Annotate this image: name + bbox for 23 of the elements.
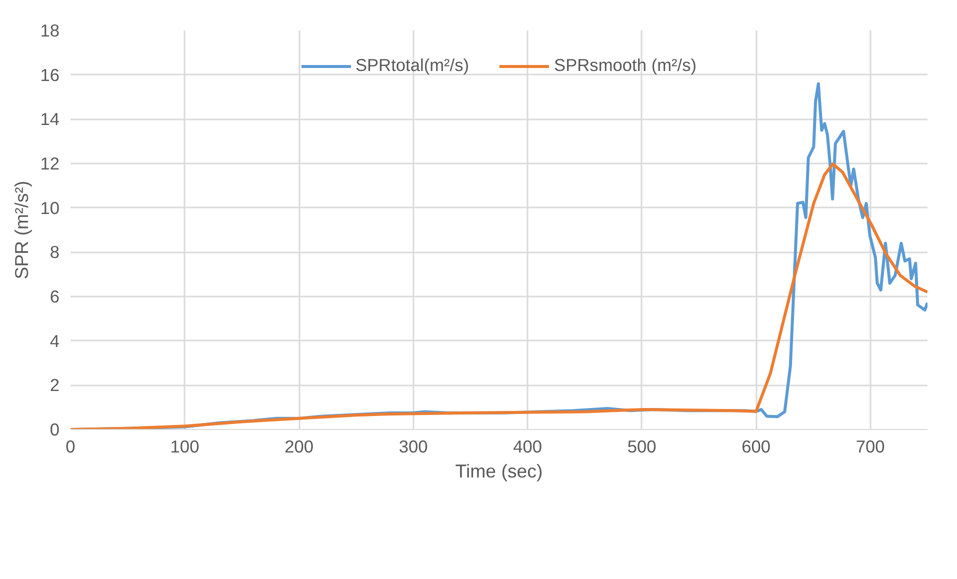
y-tick-label: 14: [40, 109, 60, 130]
line-series: [70, 162, 928, 430]
y-tick-label: 12: [40, 154, 60, 174]
y-tick-label: 4: [50, 330, 60, 351]
y-tick-label: 6: [50, 286, 60, 306]
x-tick-label: 600: [742, 436, 771, 456]
y-tick-label: 8: [50, 242, 60, 262]
x-tick-label: 500: [627, 436, 656, 456]
legend-label: SPRtotal(m²/s): [355, 55, 470, 76]
x-tick-label: 100: [170, 436, 200, 456]
y-tick-label: 10: [40, 198, 60, 218]
x-tick-label: 200: [284, 436, 314, 456]
x-tick-label: 0: [66, 436, 76, 456]
x-tick-label: 400: [513, 436, 542, 456]
y-tick-label: 2: [50, 375, 60, 396]
y-tick-label: 18: [40, 20, 60, 40]
x-tick-label: 300: [398, 436, 428, 456]
y-tick-label: 16: [40, 64, 60, 85]
y-tick-label: 0: [50, 420, 60, 440]
x-tick-label: 700: [856, 436, 885, 456]
y-axis-title: SPR (m²/s²): [11, 180, 32, 280]
legend-label: SPRsmooth (m²/s): [554, 55, 697, 76]
x-axis-title: Time (sec): [455, 460, 543, 482]
